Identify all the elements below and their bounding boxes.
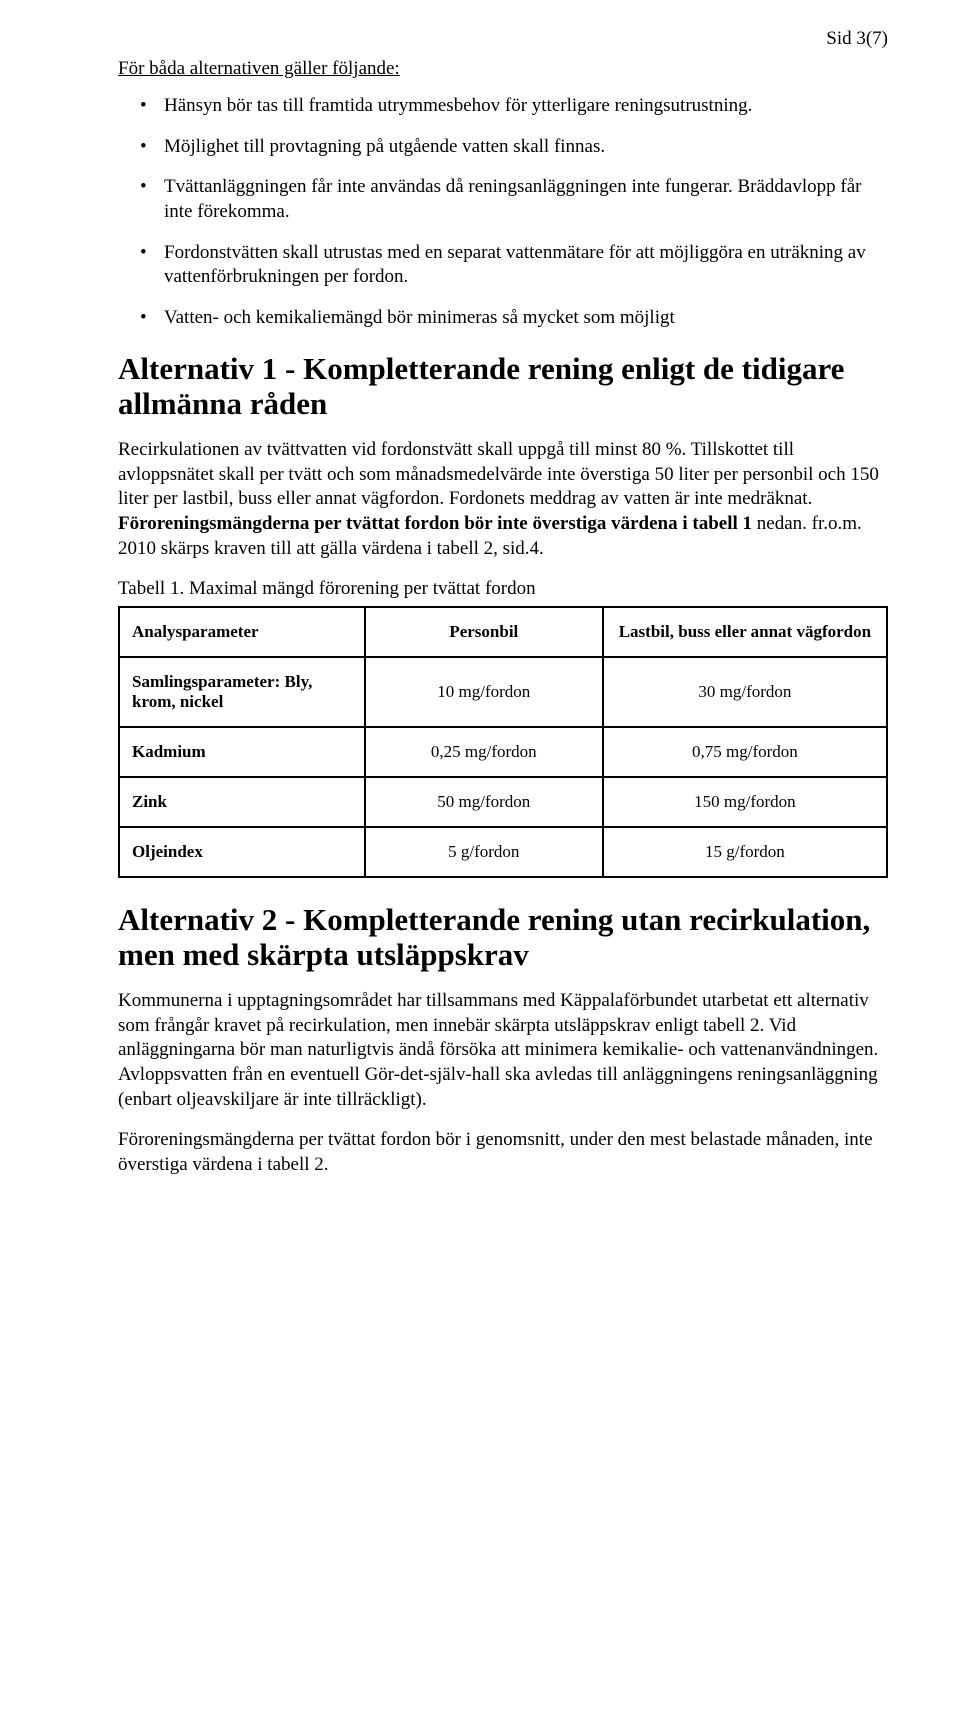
document-page: Sid 3(7) För båda alternativen gäller fö… (0, 0, 960, 1234)
alternative-1-heading: Alternativ 1 - Kompletterande rening enl… (118, 351, 888, 422)
alt1-text-bold: Föroreningsmängderna per tvättat fordon … (118, 513, 752, 534)
table-cell: Samlingsparameter: Bly, krom, nickel (119, 657, 365, 727)
table-cell: 0,75 mg/fordon (603, 727, 887, 777)
bullet-item: Fordonstvätten skall utrustas med en sep… (146, 241, 888, 290)
table-cell: 150 mg/fordon (603, 777, 887, 827)
bullet-item: Hänsyn bör tas till framtida utrymmesbeh… (146, 94, 888, 119)
table-cell: 10 mg/fordon (365, 657, 603, 727)
table-row: Samlingsparameter: Bly, krom, nickel 10 … (119, 657, 887, 727)
table-cell: 5 g/fordon (365, 827, 603, 877)
table-1-caption: Tabell 1. Maximal mängd förorening per t… (118, 578, 888, 600)
intro-heading: För båda alternativen gäller följande: (118, 58, 888, 80)
table-header-cell: Analysparameter (119, 607, 365, 657)
table-cell: Zink (119, 777, 365, 827)
table-cell: Kadmium (119, 727, 365, 777)
page-number: Sid 3(7) (118, 28, 888, 50)
table-cell: 0,25 mg/fordon (365, 727, 603, 777)
table-header-cell: Personbil (365, 607, 603, 657)
alternative-2-heading: Alternativ 2 - Kompletterande rening uta… (118, 902, 888, 973)
table-cell: 15 g/fordon (603, 827, 887, 877)
table-header-cell: Lastbil, buss eller annat vägfordon (603, 607, 887, 657)
bullet-item: Vatten- och kemikaliemängd bör minimeras… (146, 306, 888, 331)
table-header-row: Analysparameter Personbil Lastbil, buss … (119, 607, 887, 657)
table-1: Analysparameter Personbil Lastbil, buss … (118, 606, 888, 878)
table-cell: 30 mg/fordon (603, 657, 887, 727)
alternative-1-paragraph: Recirkulationen av tvättvatten vid fordo… (118, 438, 888, 561)
table-row: Kadmium 0,25 mg/fordon 0,75 mg/fordon (119, 727, 887, 777)
table-row: Oljeindex 5 g/fordon 15 g/fordon (119, 827, 887, 877)
table-cell: Oljeindex (119, 827, 365, 877)
alternative-2-paragraph-1: Kommunerna i upptagningsområdet har till… (118, 989, 888, 1112)
alt1-text-a: Recirkulationen av tvättvatten vid fordo… (118, 439, 879, 509)
bullet-item: Möjlighet till provtagning på utgående v… (146, 135, 888, 160)
alternative-2-paragraph-2: Föroreningsmängderna per tvättat fordon … (118, 1128, 888, 1177)
intro-bullet-list: Hänsyn bör tas till framtida utrymmesbeh… (118, 94, 888, 331)
table-cell: 50 mg/fordon (365, 777, 603, 827)
bullet-item: Tvättanläggningen får inte användas då r… (146, 175, 888, 224)
table-row: Zink 50 mg/fordon 150 mg/fordon (119, 777, 887, 827)
